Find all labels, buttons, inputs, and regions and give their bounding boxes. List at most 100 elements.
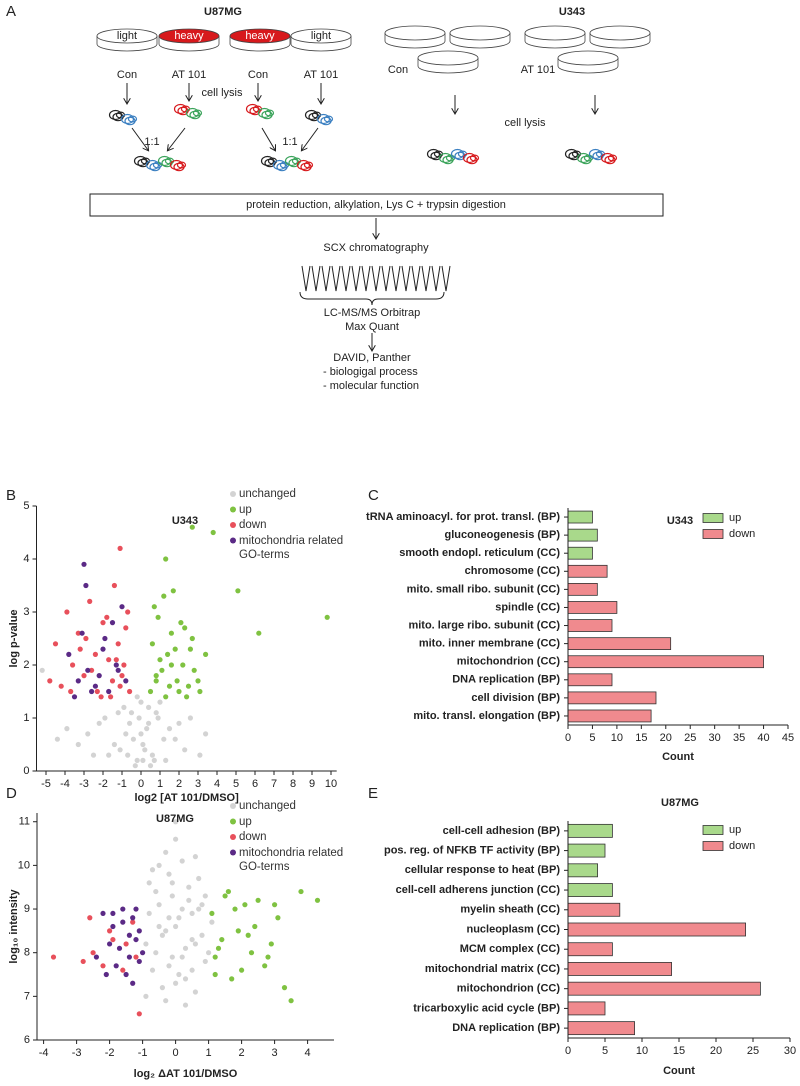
legend-label: mitochondria related GO-terms xyxy=(239,534,344,561)
category-label: cellular response to heat (BP) xyxy=(405,864,561,876)
x-tick-label: 40 xyxy=(757,732,769,744)
point xyxy=(156,923,162,930)
point xyxy=(189,967,195,973)
category-label: tricarboxylic acid cycle (BP) xyxy=(413,1002,560,1014)
protein xyxy=(192,109,203,117)
point xyxy=(123,971,129,978)
point xyxy=(90,950,96,956)
x-tick-label: 2 xyxy=(239,1047,245,1059)
point xyxy=(219,936,225,943)
point xyxy=(206,950,212,956)
fraction-tube xyxy=(331,265,341,292)
point xyxy=(66,651,72,658)
protein xyxy=(120,113,135,125)
point xyxy=(161,736,167,742)
condition-label: Con xyxy=(388,64,408,76)
point xyxy=(100,910,106,917)
point xyxy=(39,667,45,673)
step-label: protein reduction, alkylation, Lys C + t… xyxy=(246,199,506,211)
point xyxy=(123,678,129,684)
point xyxy=(146,910,152,917)
protein xyxy=(450,148,465,160)
x-axis-title: log2 [AT 101/DMSO] xyxy=(134,792,239,804)
dish xyxy=(96,28,158,44)
point xyxy=(151,757,157,764)
legend-label: unchanged xyxy=(239,800,296,812)
bar xyxy=(567,863,599,878)
point xyxy=(215,945,222,951)
point xyxy=(75,741,81,748)
point xyxy=(115,710,121,716)
point xyxy=(179,858,185,864)
point xyxy=(126,954,132,960)
point xyxy=(102,635,108,642)
point xyxy=(50,954,57,960)
workflow-diagram: U87MG U343 light heavy heavy light Con A… xyxy=(89,6,664,392)
point xyxy=(272,902,278,908)
point xyxy=(252,923,258,930)
protein xyxy=(316,113,331,125)
point xyxy=(125,609,131,615)
point xyxy=(64,609,70,615)
point xyxy=(161,593,167,599)
bar xyxy=(567,709,652,723)
point xyxy=(92,651,98,658)
point xyxy=(202,893,208,899)
point xyxy=(132,763,138,769)
chart-title: U87MG xyxy=(661,797,699,809)
x-tick-label: 20 xyxy=(710,1045,722,1057)
step-label: LC-MS/MS Orbitrap xyxy=(324,307,421,319)
point xyxy=(268,941,274,947)
x-tick-label: 0 xyxy=(565,1045,571,1057)
step-label: - molecular function xyxy=(323,380,419,392)
protein xyxy=(564,148,579,160)
point xyxy=(128,710,135,716)
bar xyxy=(567,546,593,560)
protein xyxy=(438,152,453,164)
x-tick-label: -3 xyxy=(72,1047,82,1059)
point xyxy=(172,736,178,742)
x-tick-label: -4 xyxy=(39,1047,49,1059)
point xyxy=(119,673,125,679)
point xyxy=(120,906,126,912)
chart-title: U87MG xyxy=(156,813,194,825)
point xyxy=(265,954,271,960)
y-axis-title: log₁₀ intensity xyxy=(8,888,20,963)
point xyxy=(212,971,218,978)
legend-label: down xyxy=(239,831,267,843)
y-tick-label: 8 xyxy=(24,947,30,959)
point xyxy=(212,954,218,960)
x-axis-title: Count xyxy=(662,751,694,763)
point xyxy=(288,998,294,1004)
point xyxy=(163,694,169,700)
point xyxy=(130,980,136,986)
point xyxy=(222,893,228,899)
step-box xyxy=(89,193,664,217)
point xyxy=(136,958,142,965)
point xyxy=(157,699,163,705)
point xyxy=(262,963,268,969)
bar xyxy=(567,942,613,957)
protein xyxy=(426,148,441,160)
x-tick-label: 10 xyxy=(611,732,623,744)
point xyxy=(197,752,203,758)
protein xyxy=(260,155,275,167)
point xyxy=(70,662,76,668)
step-label: DAVID, Panther xyxy=(333,352,411,364)
panel-label: E xyxy=(368,785,378,802)
point xyxy=(168,662,174,668)
point xyxy=(189,635,195,642)
point xyxy=(163,998,169,1004)
legend-swatch xyxy=(230,537,236,544)
x-tick-label: 30 xyxy=(784,1045,796,1057)
point xyxy=(147,688,154,695)
x-tick-label: -3 xyxy=(79,778,89,790)
legend-swatch xyxy=(230,522,236,528)
point xyxy=(166,871,172,877)
condition-label: Con xyxy=(248,69,268,81)
x-tick-label: 9 xyxy=(309,778,315,790)
point xyxy=(108,694,114,700)
y-axis-title: log p-value xyxy=(8,609,20,667)
point xyxy=(107,941,113,947)
